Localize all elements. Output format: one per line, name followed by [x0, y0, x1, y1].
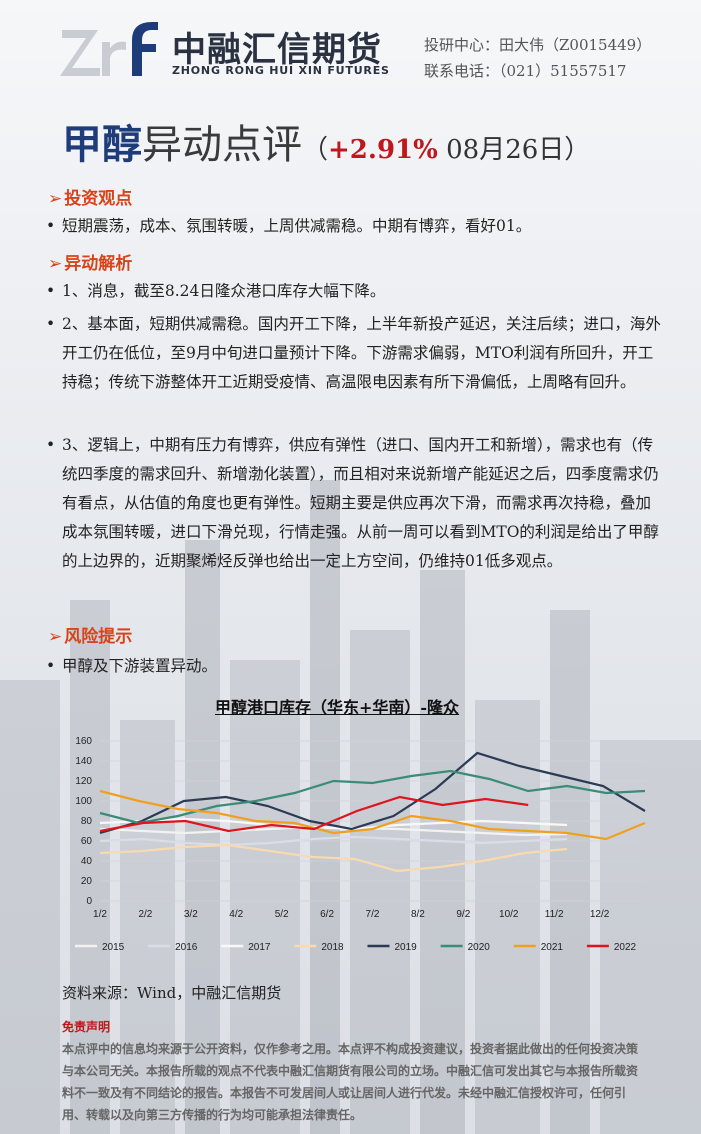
title-product: 甲醇: [62, 121, 142, 168]
company-name-cn: 中融汇信期货: [172, 30, 382, 70]
disclaimer-body: 本点评中的信息均来源于公开资料，仅作参考之用。本点评不构成投资建议，投资者据此做…: [62, 1042, 639, 1122]
x-tick-label: 3/2: [184, 909, 198, 920]
price-change: +2.91%: [328, 135, 438, 165]
legend-label: 2017: [248, 942, 271, 953]
x-tick-label: 9/2: [456, 909, 470, 920]
y-tick-label: 80: [81, 816, 93, 827]
series-line-2022: [99, 795, 529, 833]
title-paren: （: [302, 135, 329, 165]
x-tick-label: 5/2: [275, 909, 289, 920]
bullet-icon: •: [46, 315, 56, 333]
y-tick-label: 40: [81, 856, 93, 867]
bullet-icon: •: [46, 657, 56, 675]
research-center-contact: 投研中心：田大伟（Z0015449）: [424, 36, 652, 54]
section-view-title: ➢ 投资观点: [48, 189, 133, 209]
legend-label: 2021: [541, 942, 564, 953]
y-tick-label: 0: [86, 896, 92, 907]
legend-label: 2015: [102, 942, 125, 953]
arrow-icon: ➢: [48, 254, 63, 274]
x-tick-label: 10/2: [499, 909, 519, 920]
x-tick-label: 2/2: [138, 909, 152, 920]
inventory-line-chart: 0 20 40 60 80 100 120 140 160 1/2 2/2 3/2 4/2 5/2 6/2 7…: [75, 736, 646, 953]
x-tick-label: 7/2: [366, 909, 380, 920]
phone-contact: 联系电话：（021）51557517: [424, 62, 627, 80]
series-line-2019: [99, 751, 646, 835]
x-tick-label: 12/2: [590, 909, 610, 920]
series-line-2017: [99, 817, 568, 831]
y-tick-label: 60: [81, 836, 93, 847]
series-line-2018: [99, 843, 568, 873]
company-name-en: ZHONG RONG HUI XIN FUTURES: [172, 64, 390, 77]
title-topic: 异动点评: [142, 122, 302, 168]
bullet-icon: •: [46, 282, 56, 300]
legend-label: 2019: [395, 942, 418, 953]
risk-text: • 甲醇及下游装置异动。: [46, 652, 661, 681]
bullet-icon: •: [46, 436, 56, 454]
legend-label: 2022: [614, 942, 637, 953]
page-title: 甲醇异动点评（+2.91% 08月26日）: [62, 112, 590, 170]
section-analysis-title: ➢ 异动解析: [48, 254, 133, 274]
y-tick-label: 140: [75, 756, 92, 767]
x-tick-label: 11/2: [545, 909, 564, 920]
analysis-point-3: • 3、逻辑上，中期有压力有博弈，供应有弹性（进口、国内开工和新增），需求也有（传…: [46, 431, 661, 576]
x-tick-label: 8/2: [411, 909, 425, 920]
x-tick-label: 1/2: [93, 909, 107, 920]
city-skyline-background: [0, 480, 701, 1134]
analysis-point-1: • 1、消息，截至8.24日隆众港口库存大幅下降。: [46, 277, 661, 306]
arrow-icon: ➢: [48, 627, 63, 647]
arrow-icon: ➢: [48, 189, 63, 209]
disclaimer-title: 免责声明: [62, 1020, 111, 1034]
legend-label: 2018: [321, 942, 344, 953]
y-tick-label: 160: [75, 736, 92, 747]
company-logo-icon: [60, 22, 158, 76]
y-tick-label: 20: [81, 876, 93, 887]
chart-title: 甲醇港口库存（华东+华南）-隆众: [215, 698, 460, 717]
analysis-point-2: • 2、基本面，短期供减需稳。国内开工下降，上半年新投产延迟，关注后续；进口，海外…: [46, 310, 661, 397]
title-date: 08月26日）: [437, 135, 591, 165]
series-line-2016: [99, 835, 568, 847]
series-line-2020: [99, 769, 646, 825]
section-risk-title: ➢ 风险提示: [48, 627, 133, 647]
y-tick-label: 120: [75, 776, 92, 787]
data-source: 资料来源：Wind，中融汇信期货: [62, 984, 282, 1002]
y-tick-label: 100: [75, 796, 92, 807]
series-line-2021: [99, 789, 646, 841]
x-tick-label: 6/2: [320, 909, 334, 920]
x-tick-label: 4/2: [229, 909, 243, 920]
legend-label: 2020: [468, 942, 491, 953]
legend-label: 2016: [175, 942, 198, 953]
bullet-icon: •: [46, 217, 56, 235]
view-text: • 短期震荡，成本、氛围转暖，上周供减需稳。中期有博弈，看好01。: [46, 212, 661, 241]
